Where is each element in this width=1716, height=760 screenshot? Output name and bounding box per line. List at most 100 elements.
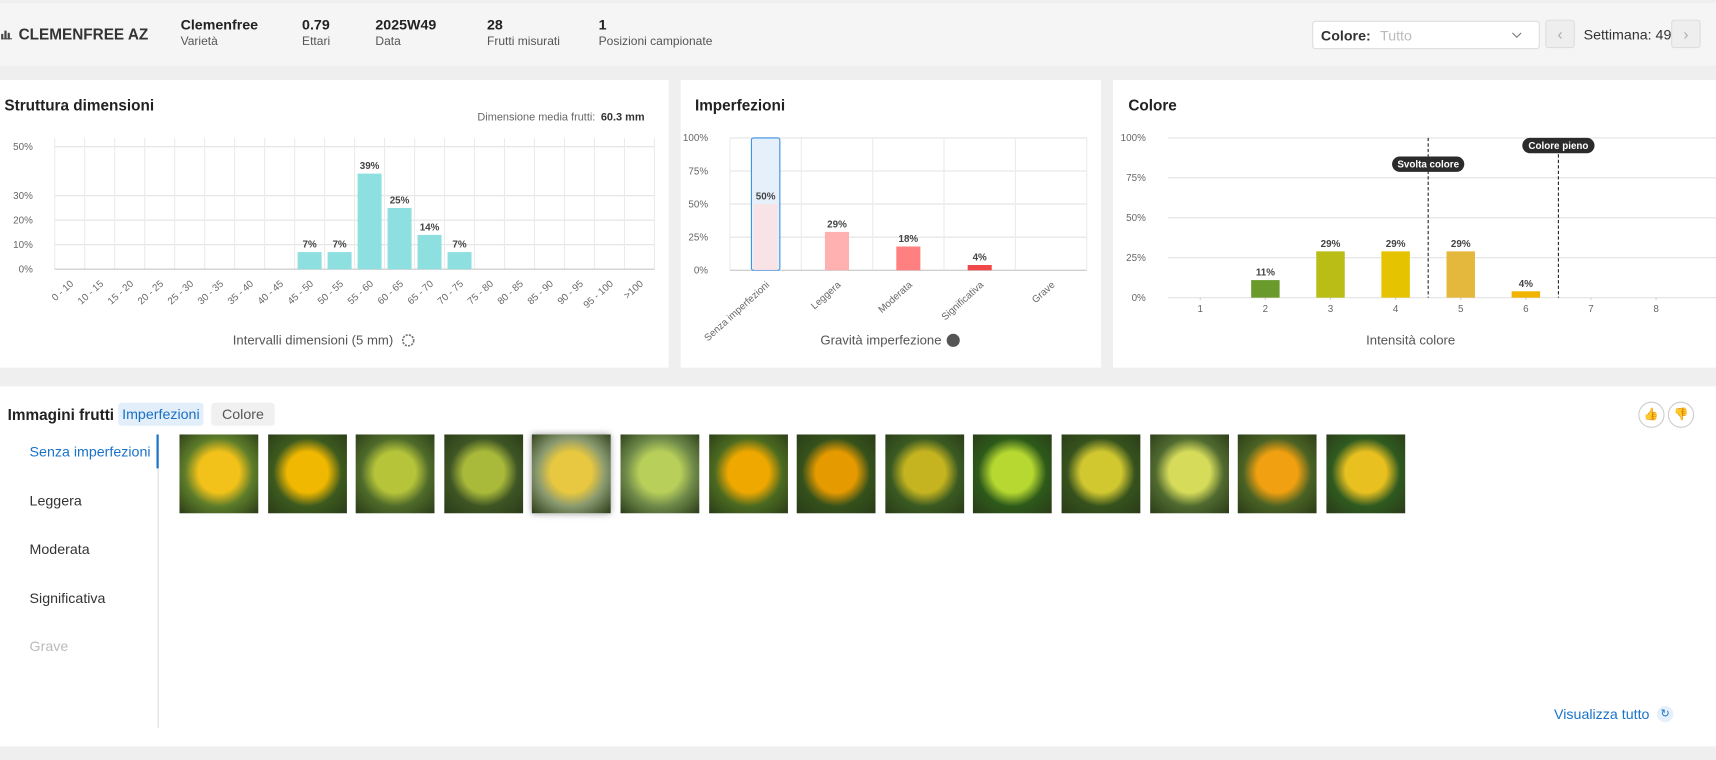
thumbnail[interactable] <box>1326 434 1405 514</box>
menu-active-marker <box>156 434 159 469</box>
settings-icon <box>401 334 415 347</box>
x-axis-label: Intensità colore <box>1366 333 1455 348</box>
y-tick-label: 50% <box>1126 213 1146 224</box>
bar-label: 11% <box>1256 268 1275 279</box>
bar-label: 25% <box>390 196 410 207</box>
x-tick-label: 10 - 15 <box>76 278 106 307</box>
thumbnail[interactable] <box>532 434 612 514</box>
chevron <box>1512 32 1522 38</box>
y-tick-label: 75% <box>688 166 708 177</box>
x-tick-label: 80 - 85 <box>496 278 526 307</box>
x-tick-label: 60 - 65 <box>376 278 406 307</box>
x-tick-label: 45 - 50 <box>286 278 316 307</box>
marker-pill <box>1392 156 1465 172</box>
x-tick-label: 25 - 30 <box>166 278 196 307</box>
x-tick-label: 1 <box>1198 304 1203 315</box>
bar <box>1251 280 1280 298</box>
bar-label: 7% <box>452 240 466 251</box>
bar-label: 29% <box>1386 239 1406 250</box>
bar <box>753 204 778 271</box>
thumbnail[interactable] <box>620 434 700 514</box>
menu-item[interactable]: Senza imperfezioni <box>29 443 151 460</box>
bar <box>1381 251 1410 298</box>
menu-item[interactable]: Moderata <box>29 540 90 558</box>
stat-value: 0.79 <box>302 16 330 33</box>
bar <box>967 265 992 271</box>
thumbnail[interactable] <box>355 434 435 514</box>
thumbnail[interactable] <box>708 434 788 514</box>
x-tick-label: Significativa <box>940 279 987 323</box>
menu-divider <box>157 434 159 728</box>
panel-defects <box>680 79 1101 368</box>
thumbnail[interactable] <box>444 434 523 514</box>
stat-label: Frutti misurati <box>487 35 560 49</box>
x-tick-label: Leggera <box>809 279 844 312</box>
view-all[interactable]: Visualizza tutto <box>1554 705 1650 723</box>
thumbnail[interactable] <box>1149 434 1229 514</box>
x-tick-label: 50 - 55 <box>316 278 346 307</box>
x-tick-label: Senza imperfezioni <box>703 280 772 344</box>
images-title: Immagini frutti <box>7 406 115 424</box>
thumbnail[interactable] <box>179 434 259 514</box>
view-all-icon[interactable]: ↻ <box>1656 705 1674 723</box>
bar-label: 14% <box>420 223 440 234</box>
bar-label: 39% <box>360 161 380 172</box>
stat-label: Ettari <box>302 35 331 49</box>
marker-pill <box>1522 137 1595 154</box>
chart-icon <box>1 30 13 40</box>
x-axis-label: Gravità imperfezione <box>820 333 941 348</box>
bar-label: 29% <box>1321 239 1341 250</box>
thumbnail[interactable] <box>1061 434 1141 514</box>
next-week[interactable]: › <box>1671 19 1701 49</box>
y-tick-label: 0% <box>19 265 33 276</box>
menu-item[interactable]: Significativa <box>29 589 106 607</box>
info-icon <box>946 333 960 347</box>
orchard-title: CLEMENFREE AZ <box>18 25 149 43</box>
menu-item[interactable]: Leggera <box>29 492 82 509</box>
bar <box>896 246 921 271</box>
y-tick-label: 10% <box>13 240 33 251</box>
y-tick-label: 50% <box>13 142 33 153</box>
color-select[interactable]: Colore: Tutto <box>1312 20 1540 50</box>
panel-color <box>1112 79 1716 368</box>
tab-active[interactable]: Imperfezioni <box>118 402 204 426</box>
thumbnail[interactable] <box>267 434 347 514</box>
bar-label: 29% <box>827 220 847 231</box>
thumbnail[interactable] <box>973 434 1053 514</box>
x-tick-label: 5 <box>1458 304 1464 315</box>
prev-week[interactable]: ‹ <box>1545 19 1575 49</box>
select-label: Colore: <box>1320 27 1371 44</box>
thumbnail[interactable] <box>796 434 876 514</box>
bar <box>417 234 442 270</box>
y-tick-label: 30% <box>13 191 33 202</box>
bar-label: 4% <box>973 253 987 264</box>
x-tick-label: 85 - 90 <box>526 278 556 307</box>
tab[interactable]: Colore <box>211 402 275 426</box>
bar <box>327 252 352 270</box>
x-tick-label: 2 <box>1263 304 1268 315</box>
x-tick-label: 65 - 70 <box>406 278 436 307</box>
marker-label: Svolta colore <box>1397 159 1459 170</box>
x-tick-label: 7 <box>1588 304 1593 315</box>
thumbnail[interactable] <box>1237 434 1317 514</box>
chart-title: Struttura dimensioni <box>4 98 154 115</box>
stat-label: Posizioni campionate <box>598 35 713 49</box>
x-tick-label: 0 - 10 <box>50 278 76 303</box>
y-tick-label: 0% <box>694 266 708 277</box>
x-tick-label: 3 <box>1328 304 1334 315</box>
menu-item[interactable]: Grave <box>29 638 69 655</box>
like-button[interactable]: 👍 <box>1638 401 1665 428</box>
x-tick-label: >100 <box>622 278 646 301</box>
bar-label: 7% <box>302 240 316 251</box>
chart-title: Imperfezioni <box>695 98 785 115</box>
bar <box>297 252 322 270</box>
x-tick-label: 30 - 35 <box>196 278 226 307</box>
x-tick-label: 95 - 100 <box>582 278 617 311</box>
stat-value: Clemenfree <box>180 16 259 33</box>
x-tick-label: 70 - 75 <box>436 278 466 307</box>
thumbnail[interactable] <box>885 434 964 514</box>
x-tick-label: Moderata <box>877 279 916 315</box>
dislike-button[interactable]: 👎 <box>1667 401 1695 428</box>
